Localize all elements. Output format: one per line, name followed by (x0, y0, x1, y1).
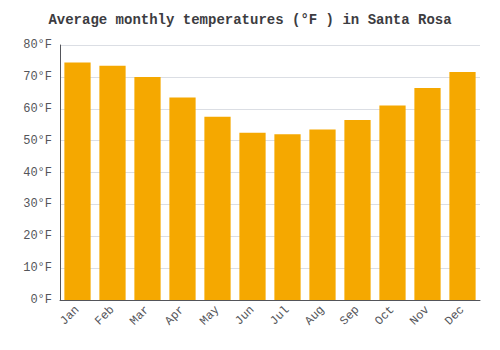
svg-text:50°F: 50°F (23, 134, 52, 148)
svg-text:Nov: Nov (407, 303, 432, 328)
svg-text:70°F: 70°F (23, 70, 52, 84)
svg-text:May: May (197, 303, 222, 328)
svg-text:Jan: Jan (57, 303, 82, 328)
svg-text:Average monthly temperatures (: Average monthly temperatures (°F ) in Sa… (48, 12, 452, 28)
svg-text:Sep: Sep (337, 303, 362, 328)
svg-text:20°F: 20°F (23, 229, 52, 243)
svg-text:60°F: 60°F (23, 102, 52, 116)
svg-text:Jul: Jul (267, 303, 292, 328)
svg-text:30°F: 30°F (23, 197, 52, 211)
svg-text:Jun: Jun (232, 303, 257, 328)
svg-text:Mar: Mar (127, 303, 152, 328)
svg-text:Oct: Oct (372, 303, 397, 328)
svg-text:Dec: Dec (442, 303, 467, 328)
svg-text:Apr: Apr (162, 303, 187, 328)
svg-text:10°F: 10°F (23, 261, 52, 275)
svg-text:0°F: 0°F (30, 293, 52, 307)
svg-text:40°F: 40°F (23, 166, 52, 180)
svg-text:Feb: Feb (92, 303, 117, 328)
svg-text:80°F: 80°F (23, 38, 52, 52)
svg-text:Aug: Aug (302, 303, 327, 328)
